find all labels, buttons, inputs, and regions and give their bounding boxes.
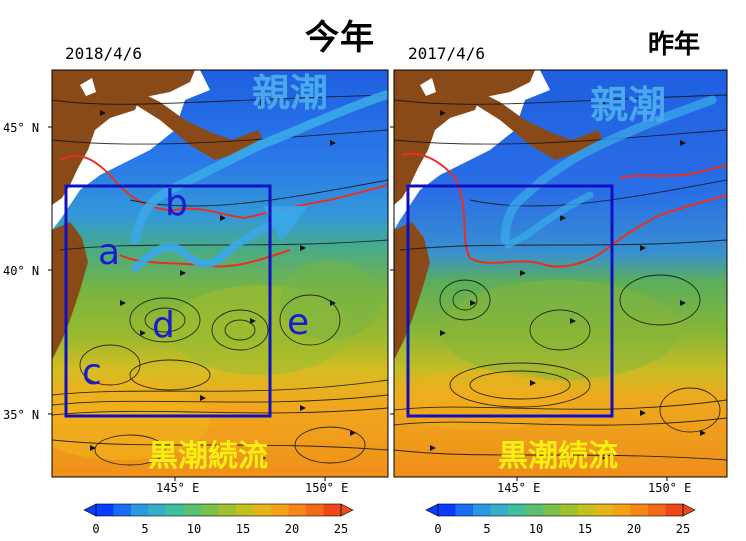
left-lon-tick-150: 150° E	[305, 481, 349, 495]
region-d-label: d	[152, 305, 175, 346]
lat-tick-45: 45° N	[3, 121, 40, 135]
right-cb-tick-0: 0	[434, 522, 442, 536]
colorbar-segment	[113, 504, 132, 516]
right-cb-tick-25: 25	[675, 522, 691, 536]
right-lon-tick-150: 150° E	[648, 481, 692, 495]
left-lon-tick-145: 145° E	[156, 481, 200, 495]
colorbar-segment	[473, 504, 491, 516]
colorbar-segment	[166, 504, 184, 516]
right-cb-tick-20: 20	[626, 522, 642, 536]
colorbar-frame	[95, 503, 342, 517]
colorbar-segment	[131, 504, 149, 516]
colorbar-segment	[271, 504, 289, 516]
colorbar-segment	[253, 504, 272, 516]
colorbar-segment	[218, 504, 237, 516]
left-date: 2018/4/6	[65, 44, 143, 63]
this-year-heading: 今年	[305, 18, 375, 58]
colorbar-segment	[236, 504, 254, 516]
colorbar-max-arrow	[682, 503, 696, 517]
colorbar-segment	[525, 504, 544, 516]
right-cb-tick-5: 5	[483, 522, 491, 536]
colorbar-segment	[560, 504, 579, 516]
colorbar-segment	[613, 504, 631, 516]
colorbar-segment	[665, 504, 684, 516]
colorbar-segment	[323, 504, 342, 516]
left-oyashio-label: 親潮	[252, 71, 328, 115]
right-cb-tick-10: 10	[528, 522, 544, 536]
left-cb-tick-15: 15	[235, 522, 251, 536]
colorbar-segment	[595, 504, 614, 516]
colorbar-segment	[201, 504, 219, 516]
right-map-frame	[393, 69, 728, 478]
colorbar-segment	[306, 504, 324, 516]
right-kuroshio-label: 黒潮続流	[498, 439, 618, 474]
right-map	[394, 70, 727, 477]
region-e-label: e	[287, 302, 309, 343]
colorbar-segment	[183, 504, 202, 516]
colorbar-min-arrow	[83, 503, 97, 517]
right-colorbar	[425, 503, 696, 517]
colorbar-segment	[96, 504, 114, 516]
colorbar-frame	[437, 503, 684, 517]
colorbar-segment	[578, 504, 596, 516]
right-cb-tick-15: 15	[577, 522, 593, 536]
left-cb-tick-25: 25	[333, 522, 349, 536]
region-a-label: a	[98, 232, 120, 273]
right-lon-tick-145: 145° E	[497, 481, 541, 495]
last-year-heading: 昨年	[648, 30, 701, 60]
colorbar-segment	[288, 504, 307, 516]
colorbar-segment	[490, 504, 509, 516]
lat-tick-40: 40° N	[3, 264, 40, 278]
left-kuroshio-label: 黒潮続流	[148, 439, 268, 474]
left-colorbar	[83, 503, 354, 517]
left-cb-tick-5: 5	[141, 522, 149, 536]
right-date: 2017/4/6	[408, 44, 486, 63]
right-oyashio-label: 親潮	[590, 83, 666, 127]
colorbar-segment	[455, 504, 474, 516]
left-cb-tick-0: 0	[92, 522, 100, 536]
colorbar-max-arrow	[340, 503, 354, 517]
region-b-label: b	[165, 183, 188, 224]
colorbar-segment	[630, 504, 649, 516]
left-cb-tick-20: 20	[284, 522, 300, 536]
colorbar-segment	[438, 504, 456, 516]
left-map	[52, 70, 388, 477]
lat-tick-35: 35° N	[3, 408, 40, 422]
colorbar-segment	[148, 504, 167, 516]
colorbar-segment	[543, 504, 561, 516]
region-c-label: c	[82, 352, 102, 393]
colorbar-segment	[508, 504, 526, 516]
left-cb-tick-10: 10	[186, 522, 202, 536]
left-map-frame	[51, 69, 389, 478]
colorbar-min-arrow	[425, 503, 439, 517]
colorbar-segment	[648, 504, 666, 516]
